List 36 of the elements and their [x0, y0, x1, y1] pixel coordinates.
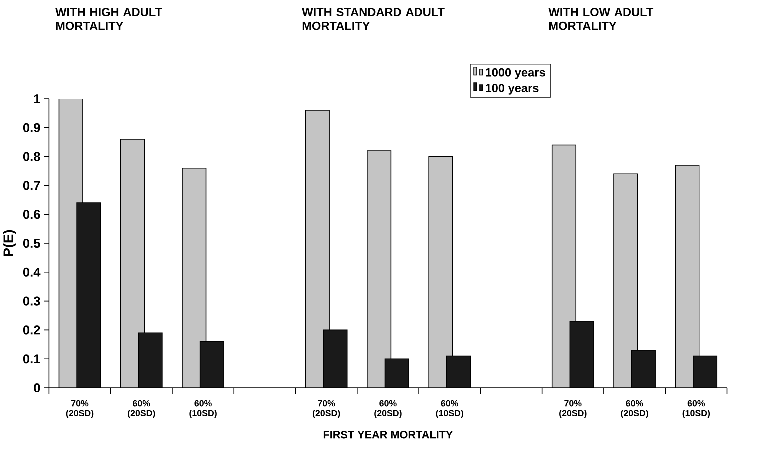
x-tick-label: 60% (20SD)	[621, 400, 648, 418]
y-tick-label: 0.5	[23, 238, 40, 248]
y-tick-label: 0.7	[23, 181, 40, 190]
bar	[693, 356, 718, 388]
bar	[77, 202, 101, 388]
x-tick-label: 70% (20SD)	[312, 400, 340, 418]
x-tick-label: 60% (20SD)	[128, 400, 156, 418]
y-tick-label: 1	[34, 94, 40, 104]
bar	[200, 342, 224, 388]
x-tick-label: 60% (10SD)	[190, 400, 217, 418]
y-tick-label: 0	[34, 383, 40, 392]
x-tick-label: 60% (20SD)	[374, 400, 402, 418]
x-tick-label: 70% (20SD)	[560, 400, 587, 418]
text: WITH HIGH ADULT MORTALITY	[56, 8, 162, 30]
x-tick-label: 60% (10SD)	[682, 400, 710, 418]
y-axis-title: P(E)	[3, 230, 16, 256]
legend-label: 1000 years	[486, 68, 546, 80]
bar	[446, 356, 471, 388]
bar	[385, 359, 410, 388]
x-tick-label: 60% (10SD)	[436, 400, 464, 418]
y-tick-label: 0.2	[23, 326, 40, 335]
y-tick-label: 0.6	[23, 210, 40, 220]
bar	[324, 330, 348, 388]
text: WITH STANDARD ADULT MORTALITY	[302, 8, 445, 30]
bar	[570, 321, 594, 388]
y-tick-label: 0.3	[23, 296, 40, 306]
y-tick-label: 0.4	[23, 268, 41, 277]
x-tick-label: 70% (20SD)	[66, 400, 94, 418]
text: WITH LOW ADULT MORTALITY	[548, 8, 654, 30]
bar	[138, 333, 162, 388]
y-tick-label: 0.9	[23, 123, 40, 132]
legend-label: 100 years	[486, 84, 539, 95]
y-tick-label: 0.1	[23, 354, 40, 364]
bar	[632, 350, 656, 388]
y-tick-label: 0.8	[23, 152, 40, 162]
x-axis-title: FIRST YEAR MORTALITY	[324, 430, 454, 439]
